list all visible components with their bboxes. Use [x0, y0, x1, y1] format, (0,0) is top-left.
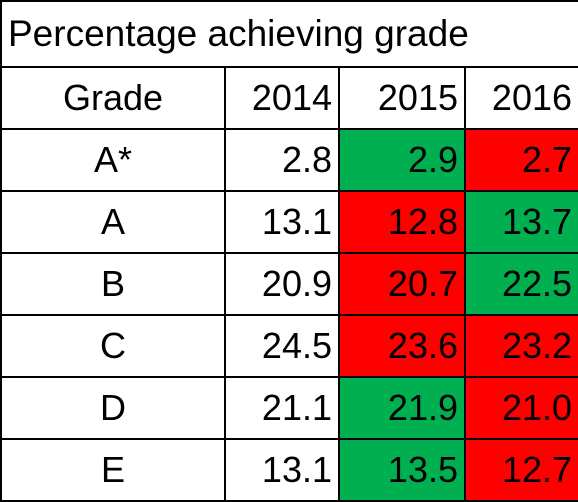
- grade-cell: E: [0, 438, 226, 502]
- table-row: D 21.1 21.9 21.0: [0, 376, 578, 440]
- table-row: A 13.1 12.8 13.7: [0, 190, 578, 254]
- value-cell-2016: 12.7: [463, 438, 578, 502]
- value-cell-2016: 2.7: [463, 128, 578, 192]
- grade-cell: D: [0, 376, 226, 440]
- grade-cell: B: [0, 252, 226, 316]
- table-title: Percentage achieving grade: [0, 0, 578, 68]
- title-row: Percentage achieving grade: [0, 0, 578, 68]
- header-year-2015: 2015: [338, 66, 466, 130]
- table-row: B 20.9 20.7 22.5: [0, 252, 578, 316]
- value-cell-2016: 21.0: [463, 376, 578, 440]
- table-row: C 24.5 23.6 23.2: [0, 314, 578, 378]
- value-cell-2016: 13.7: [463, 190, 578, 254]
- value-cell-2014: 20.9: [224, 252, 340, 316]
- value-cell-2015: 23.6: [338, 314, 466, 378]
- header-grade: Grade: [0, 66, 226, 130]
- value-cell-2016: 23.2: [463, 314, 578, 378]
- value-cell-2016: 22.5: [463, 252, 578, 316]
- header-row: Grade 2014 2015 2016: [0, 66, 578, 130]
- value-cell-2014: 24.5: [224, 314, 340, 378]
- value-cell-2015: 21.9: [338, 376, 466, 440]
- value-cell-2015: 13.5: [338, 438, 466, 502]
- value-cell-2014: 13.1: [224, 190, 340, 254]
- grade-cell: A*: [0, 128, 226, 192]
- value-cell-2014: 2.8: [224, 128, 340, 192]
- value-cell-2014: 13.1: [224, 438, 340, 502]
- value-cell-2015: 12.8: [338, 190, 466, 254]
- grade-cell: A: [0, 190, 226, 254]
- value-cell-2014: 21.1: [224, 376, 340, 440]
- table-row: A* 2.8 2.9 2.7: [0, 128, 578, 192]
- value-cell-2015: 20.7: [338, 252, 466, 316]
- grade-cell: C: [0, 314, 226, 378]
- value-cell-2015: 2.9: [338, 128, 466, 192]
- header-year-2016: 2016: [463, 66, 578, 130]
- table-row: E 13.1 13.5 12.7: [0, 438, 578, 502]
- header-year-2014: 2014: [224, 66, 340, 130]
